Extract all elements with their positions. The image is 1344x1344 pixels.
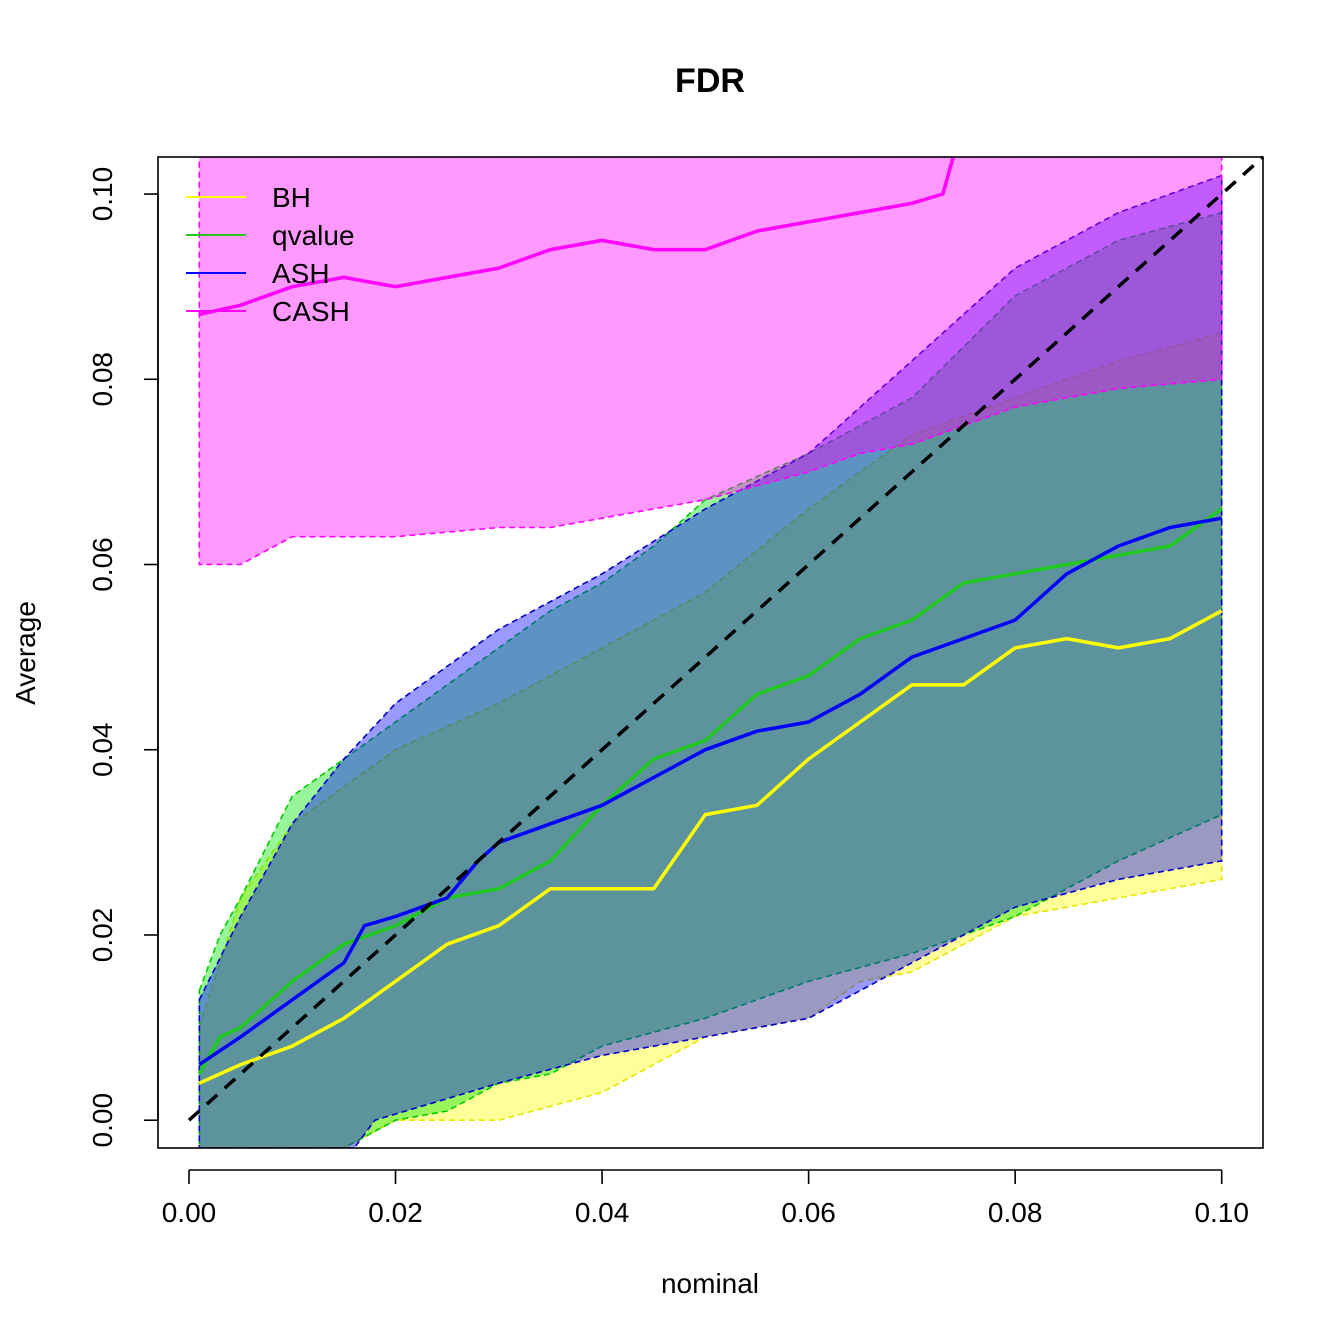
legend-item-bh: BH bbox=[186, 182, 311, 213]
reference-diagonal-line bbox=[187, 155, 1265, 1122]
y-tick-label: 0.00 bbox=[87, 1093, 118, 1148]
y-tick-label: 0.10 bbox=[87, 167, 118, 222]
x-tick-label: 0.04 bbox=[575, 1197, 630, 1228]
legend-label: ASH bbox=[272, 258, 330, 289]
confidence-bands bbox=[198, 157, 1223, 1148]
chart-title: FDR bbox=[675, 62, 745, 100]
ash-line bbox=[198, 516, 1223, 1067]
cash-line bbox=[198, 157, 955, 317]
legend-label: BH bbox=[272, 182, 311, 213]
bh-band bbox=[198, 331, 1223, 1148]
legend-label: qvalue bbox=[272, 220, 355, 251]
x-tick-label: 0.08 bbox=[988, 1197, 1043, 1228]
bh-line bbox=[198, 609, 1223, 1085]
x-tick-label: 0.00 bbox=[162, 1197, 217, 1228]
y-tick-label: 0.08 bbox=[87, 352, 118, 407]
legend-item-cash: CASH bbox=[186, 296, 350, 327]
series-lines bbox=[197, 157, 1223, 1085]
x-axis: 0.00 0.02 0.04 0.06 0.08 0.10 bbox=[162, 1169, 1249, 1228]
qvalue-line bbox=[197, 507, 1223, 1075]
y-tick-label: 0.06 bbox=[87, 537, 118, 592]
x-tick-label: 0.10 bbox=[1194, 1197, 1249, 1228]
y-axis-label: Average bbox=[10, 601, 41, 705]
x-tick-label: 0.02 bbox=[368, 1197, 423, 1228]
ash-band bbox=[198, 174, 1223, 1148]
y-tick-label: 0.04 bbox=[87, 722, 118, 777]
x-axis-label: nominal bbox=[661, 1268, 759, 1299]
y-tick-label: 0.02 bbox=[87, 908, 118, 963]
legend-item-ash: ASH bbox=[186, 258, 330, 289]
legend-item-qvalue: qvalue bbox=[186, 220, 355, 251]
legend: BH qvalue ASH CASH bbox=[186, 182, 355, 327]
cash-band bbox=[198, 157, 1223, 566]
y-axis: 0.00 0.02 0.04 0.06 0.08 0.10 bbox=[87, 167, 159, 1148]
legend-label: CASH bbox=[272, 296, 350, 327]
x-tick-label: 0.06 bbox=[781, 1197, 836, 1228]
